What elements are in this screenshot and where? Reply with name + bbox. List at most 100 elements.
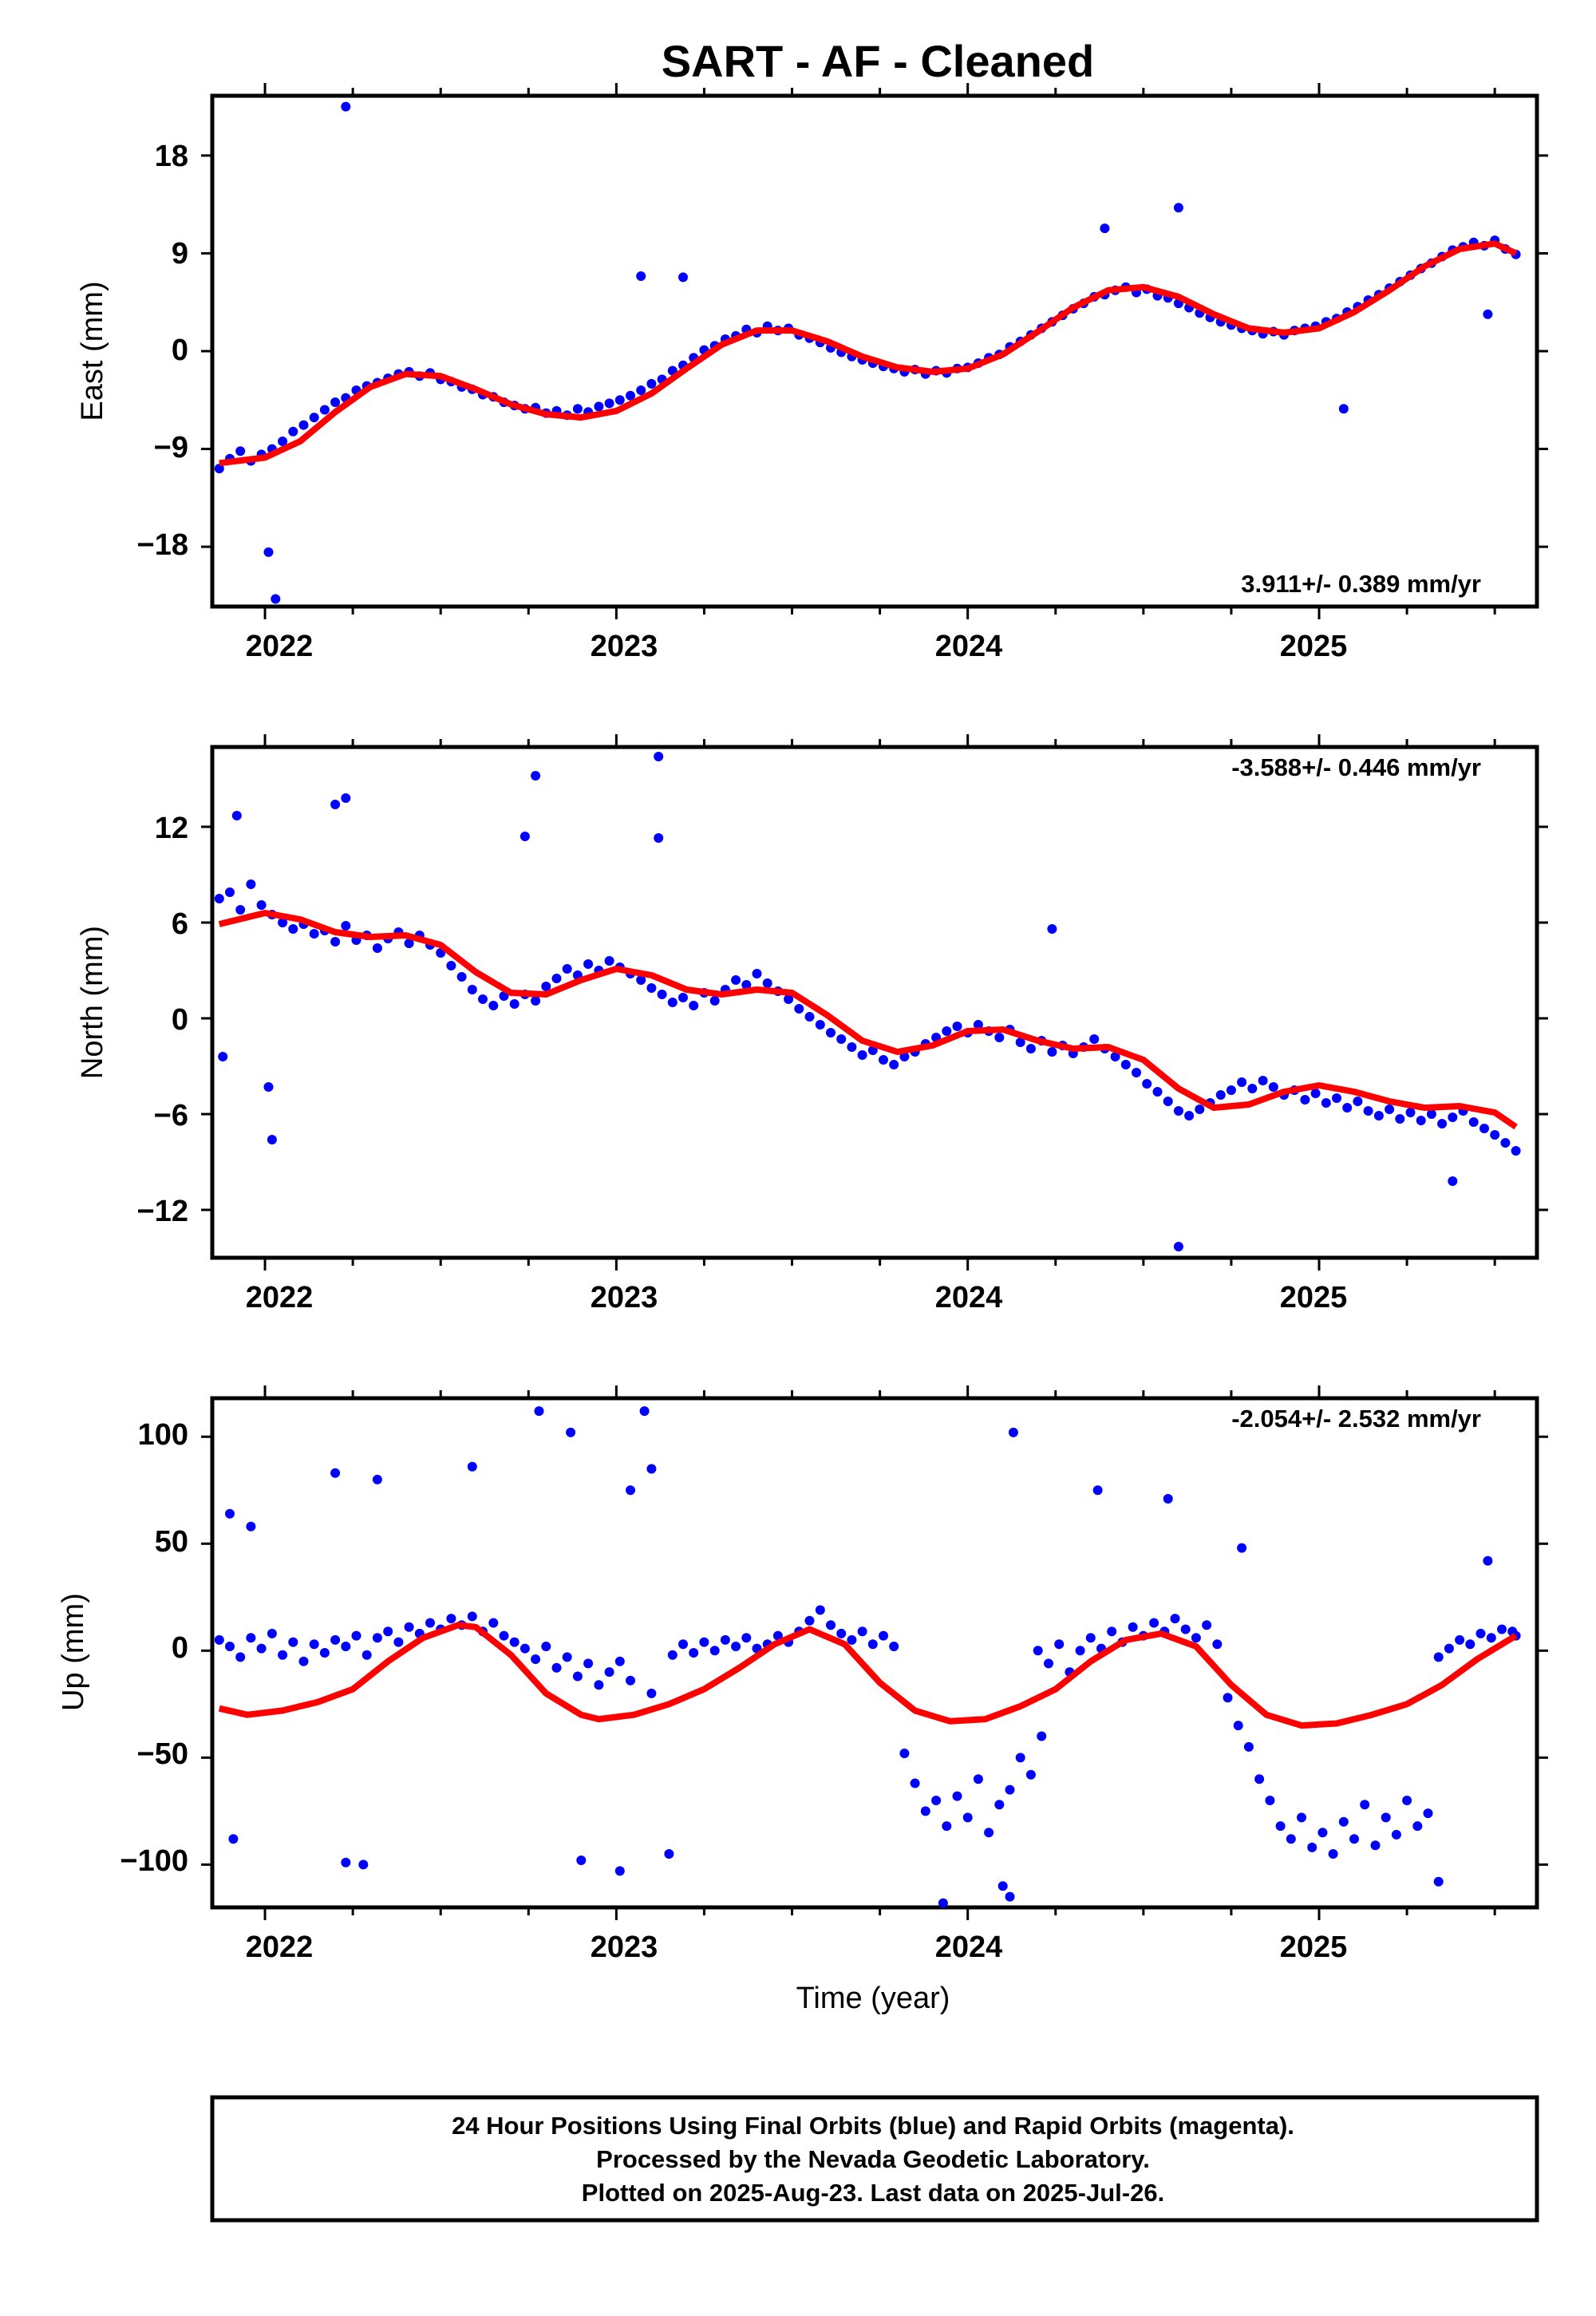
- up-ytick: −100: [120, 1844, 188, 1878]
- north-ylabel: North (mm): [76, 926, 109, 1079]
- up-data-point: [867, 1639, 878, 1650]
- up-points: [214, 1406, 1521, 1908]
- up-data-point: [1054, 1639, 1065, 1650]
- east-data-point: [572, 404, 583, 414]
- east-data-point: [309, 413, 319, 423]
- up-data-point: [425, 1618, 435, 1628]
- north-ytick: 0: [172, 1003, 188, 1037]
- north-fit-line: [218, 910, 1518, 1130]
- east-data-point: [626, 390, 635, 401]
- north-data-point: [1047, 1047, 1057, 1057]
- east-data-point: [330, 397, 341, 407]
- north-data-point: [531, 996, 541, 1006]
- up-data-point: [1402, 1796, 1412, 1805]
- up-data-point: [879, 1630, 888, 1641]
- north-ytick: −6: [154, 1099, 188, 1132]
- north-data-point: [1152, 1087, 1163, 1097]
- up-data-point: [1085, 1633, 1096, 1643]
- up-data-point: [646, 1688, 657, 1698]
- north-data-point: [231, 811, 242, 820]
- north-data-point: [952, 1022, 962, 1031]
- north-data-point: [857, 1050, 867, 1060]
- north-xtick: 2024: [935, 1281, 1003, 1314]
- up-data-point: [1237, 1543, 1247, 1553]
- up-data-point: [1360, 1800, 1370, 1810]
- up-data-point: [594, 1680, 604, 1690]
- up-data-point: [341, 1642, 351, 1651]
- north-data-point: [1426, 1109, 1436, 1119]
- up-rate-label: -2.054+/- 2.532 mm/yr: [1231, 1405, 1481, 1433]
- up-ytick: 100: [138, 1418, 188, 1452]
- north-data-point: [1500, 1138, 1511, 1148]
- east-xtick: 2024: [935, 630, 1003, 663]
- up-data-point: [1433, 1876, 1444, 1887]
- north-data-point: [1353, 1097, 1363, 1106]
- east-data-point: [678, 272, 688, 283]
- up-data-point: [551, 1662, 562, 1673]
- north-data-point: [1163, 1097, 1173, 1106]
- up-data-point: [467, 1611, 477, 1622]
- north-data-point: [1300, 1095, 1310, 1105]
- up-data-point: [1170, 1614, 1180, 1624]
- east-data-point: [278, 437, 288, 446]
- north-data-point: [657, 990, 667, 999]
- up-data-point: [488, 1618, 499, 1628]
- up-data-point: [1412, 1821, 1423, 1832]
- up-data-point: [372, 1633, 382, 1643]
- up-data-point: [1128, 1622, 1138, 1632]
- up-data-point: [1265, 1796, 1275, 1805]
- up-data-point: [1349, 1834, 1359, 1844]
- north-data-point: [1015, 1037, 1025, 1047]
- up-data-point: [604, 1667, 614, 1678]
- up-ylabel: Up (mm): [57, 1593, 90, 1711]
- north-xtick: 2025: [1280, 1281, 1348, 1314]
- up-ytick: −50: [137, 1737, 188, 1771]
- up-data-point: [1212, 1639, 1223, 1650]
- footer-note: 24 Hour Positions Using Final Orbits (bl…: [210, 2095, 1539, 2223]
- up-data-point: [330, 1468, 341, 1478]
- up-data-point: [1033, 1646, 1043, 1656]
- east-data-point: [271, 594, 281, 604]
- up-data-point: [256, 1643, 267, 1654]
- up-ytick: 50: [155, 1525, 188, 1559]
- north-data-point: [604, 956, 614, 966]
- north-data-point: [330, 937, 341, 947]
- north-data-point: [214, 894, 224, 903]
- up-data-point: [1433, 1652, 1444, 1662]
- north-data-point: [942, 1026, 952, 1036]
- up-data-point: [372, 1474, 382, 1484]
- up-data-point: [1455, 1634, 1465, 1645]
- up-data-point: [1092, 1485, 1103, 1496]
- up-data-point: [1381, 1812, 1391, 1823]
- north-data-point: [551, 974, 562, 983]
- north-data-point: [1310, 1089, 1321, 1098]
- footer-line-1: 24 Hour Positions Using Final Orbits (bl…: [452, 2112, 1294, 2140]
- north-data-point: [1025, 1044, 1036, 1053]
- north-data-point: [836, 1034, 847, 1044]
- east-points: [214, 101, 1521, 604]
- north-data-point: [784, 994, 794, 1004]
- north-data-point: [1395, 1114, 1405, 1124]
- east-data-point: [636, 271, 646, 281]
- east-data-point: [646, 378, 657, 389]
- north-data-point: [1332, 1093, 1341, 1103]
- footer-frame: [210, 2095, 1539, 2223]
- up-data-point: [531, 1654, 541, 1664]
- north-data-point: [341, 793, 351, 803]
- up-data-point: [720, 1634, 730, 1645]
- north-data-point: [1373, 1111, 1384, 1120]
- north-data-point: [278, 918, 288, 927]
- up-data-point: [614, 1866, 625, 1876]
- north-data-point: [1342, 1103, 1353, 1113]
- up-data-point: [358, 1860, 369, 1870]
- north-data-point: [235, 905, 246, 915]
- north-data-point: [973, 1020, 983, 1030]
- up-data-point: [583, 1658, 594, 1669]
- north-data-point: [731, 975, 741, 985]
- north-data-point: [847, 1042, 857, 1052]
- up-data-point: [1317, 1828, 1328, 1838]
- up-xtick: 2025: [1280, 1931, 1348, 1964]
- panel-north: 12 6 0 −6 −12 2022 2023 2024 2025 North …: [76, 734, 1548, 1314]
- east-data-point: [319, 405, 330, 415]
- up-data-point: [566, 1427, 576, 1437]
